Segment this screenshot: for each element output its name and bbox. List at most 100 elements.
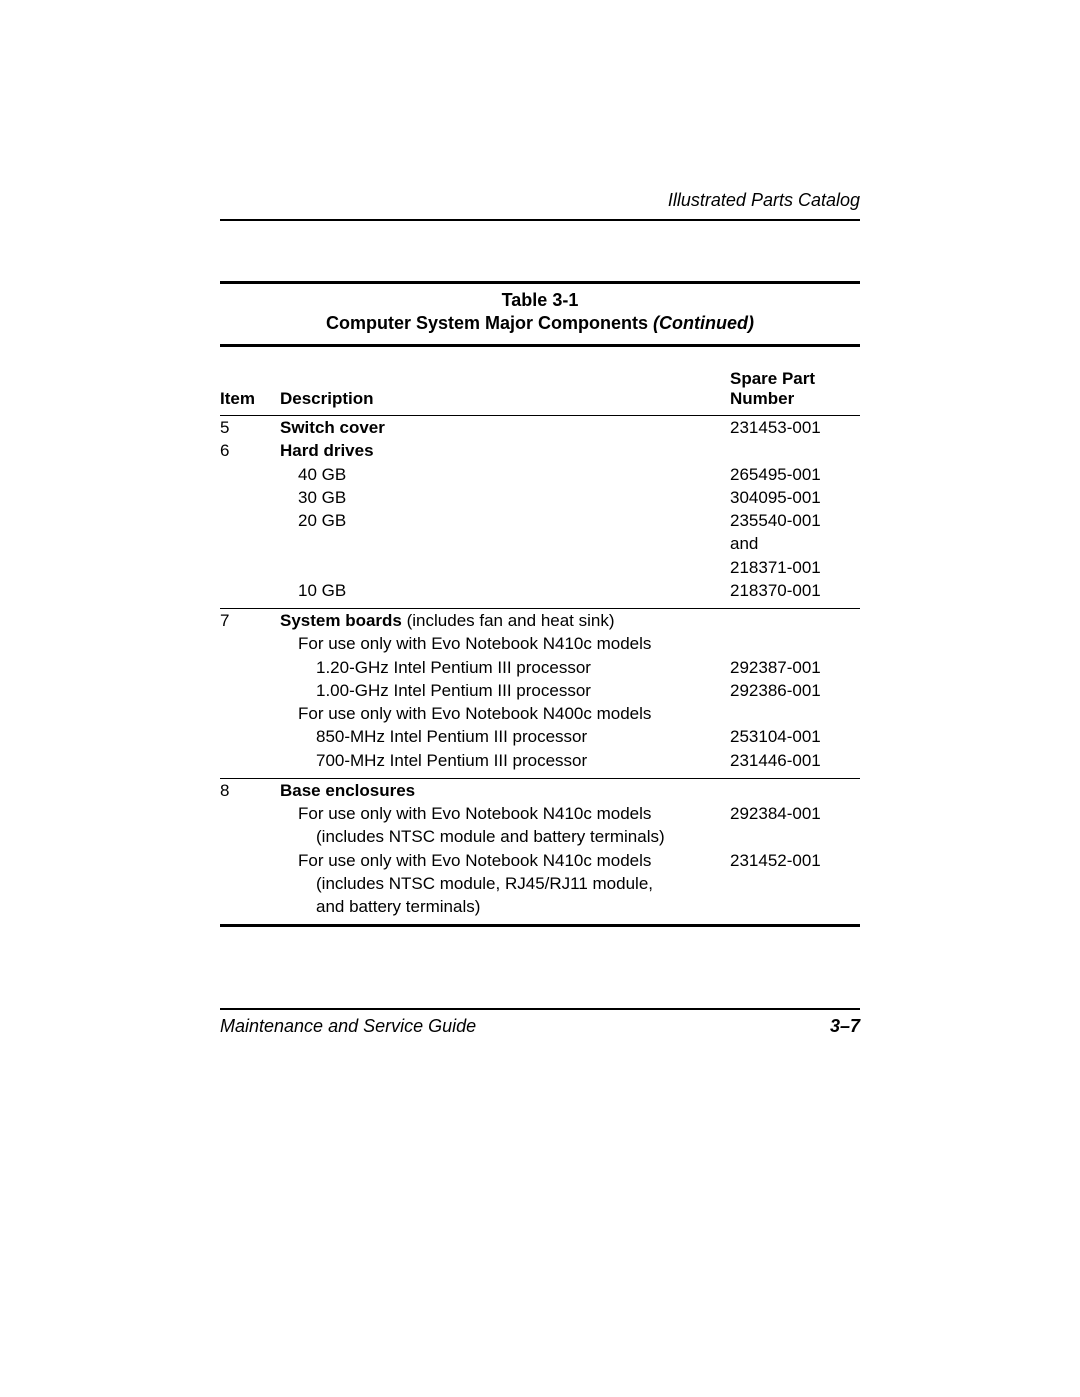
cell-item [220, 849, 280, 872]
cell-description: For use only with Evo Notebook N400c mod… [280, 702, 730, 725]
table-row: 1.00-GHz Intel Pentium III processor2923… [220, 679, 860, 702]
cell-item [220, 579, 280, 602]
cell-part-number: and [730, 532, 860, 555]
cell-part-number: 231446-001 [730, 749, 860, 772]
cell-part-number: 231452-001 [730, 849, 860, 872]
cell-item: 5 [220, 416, 280, 440]
cell-part-number: 218370-001 [730, 579, 860, 602]
cell-item [220, 825, 280, 848]
cell-item [220, 895, 280, 918]
cell-part-number: 235540-001 [730, 509, 860, 532]
cell-part-number: 292387-001 [730, 656, 860, 679]
cell-description: Base enclosures [280, 778, 730, 802]
cell-description: 40 GB [280, 463, 730, 486]
cell-part-number: 292384-001 [730, 802, 860, 825]
table-caption-line2a: Computer System Major Components [326, 313, 653, 333]
cell-description: 1.20-GHz Intel Pentium III processor [280, 656, 730, 679]
table-row: 10 GB218370-001 [220, 579, 860, 602]
cell-item [220, 656, 280, 679]
cell-description: 10 GB [280, 579, 730, 602]
cell-description: For use only with Evo Notebook N410c mod… [280, 849, 730, 872]
cell-item: 6 [220, 439, 280, 462]
table-end-rule [220, 918, 860, 926]
table-row: and [220, 532, 860, 555]
table-caption: Table 3-1 Computer System Major Componen… [220, 284, 860, 347]
table-row: 850-MHz Intel Pentium III processor25310… [220, 725, 860, 748]
table-row: For use only with Evo Notebook N410c mod… [220, 849, 860, 872]
cell-description: 20 GB [280, 509, 730, 532]
footer-line: Maintenance and Service Guide 3–7 [220, 1008, 860, 1037]
cell-description: 30 GB [280, 486, 730, 509]
table-row: 6Hard drives [220, 439, 860, 462]
table-caption-continued: (Continued) [653, 313, 754, 333]
cell-part-number [730, 825, 860, 848]
page: Illustrated Parts Catalog Table 3-1 Comp… [0, 0, 1080, 1397]
cell-description: 700-MHz Intel Pentium III processor [280, 749, 730, 772]
cell-part-number: 304095-001 [730, 486, 860, 509]
table-block: Table 3-1 Computer System Major Componen… [220, 281, 860, 927]
cell-description [280, 556, 730, 579]
cell-description: (includes NTSC module, RJ45/RJ11 module, [280, 872, 730, 895]
table-row: 40 GB265495-001 [220, 463, 860, 486]
cell-part-number: 253104-001 [730, 725, 860, 748]
table-row: (includes NTSC module, RJ45/RJ11 module, [220, 872, 860, 895]
cell-description: Hard drives [280, 439, 730, 462]
cell-description: For use only with Evo Notebook N410c mod… [280, 802, 730, 825]
cell-item: 8 [220, 778, 280, 802]
table-row: 7System boards (includes fan and heat si… [220, 609, 860, 633]
cell-description: Switch cover [280, 416, 730, 440]
cell-item [220, 509, 280, 532]
col-header-part: Spare Part Number [730, 365, 860, 416]
cell-part-number: 292386-001 [730, 679, 860, 702]
cell-part-number [730, 632, 860, 655]
col-header-description: Description [280, 365, 730, 416]
cell-item [220, 749, 280, 772]
table-row: 700-MHz Intel Pentium III processor23144… [220, 749, 860, 772]
table-row: 1.20-GHz Intel Pentium III processor2923… [220, 656, 860, 679]
header-section: Illustrated Parts Catalog [220, 190, 860, 221]
table-caption-line1: Table 3-1 [220, 290, 860, 311]
cell-item [220, 463, 280, 486]
cell-part-number: 231453-001 [730, 416, 860, 440]
cell-part-number [730, 702, 860, 725]
cell-item [220, 556, 280, 579]
col-header-item: Item [220, 365, 280, 416]
table-header-row: Item Description Spare Part Number [220, 365, 860, 416]
cell-part-number [730, 895, 860, 918]
col-header-part-l1: Spare Part [730, 369, 815, 388]
cell-item: 7 [220, 609, 280, 633]
cell-item [220, 632, 280, 655]
cell-description: 850-MHz Intel Pentium III processor [280, 725, 730, 748]
table-row: For use only with Evo Notebook N410c mod… [220, 802, 860, 825]
col-header-part-l2: Number [730, 389, 794, 408]
table-row: For use only with Evo Notebook N400c mod… [220, 702, 860, 725]
cell-part-number: 265495-001 [730, 463, 860, 486]
cell-item [220, 532, 280, 555]
cell-item [220, 702, 280, 725]
cell-part-number [730, 609, 860, 633]
table-row: and battery terminals) [220, 895, 860, 918]
header-section-text: Illustrated Parts Catalog [668, 190, 860, 210]
cell-part-number [730, 439, 860, 462]
table-row: (includes NTSC module and battery termin… [220, 825, 860, 848]
cell-part-number: 218371-001 [730, 556, 860, 579]
cell-description: 1.00-GHz Intel Pentium III processor [280, 679, 730, 702]
cell-description: System boards (includes fan and heat sin… [280, 609, 730, 633]
cell-item [220, 725, 280, 748]
cell-description [280, 532, 730, 555]
parts-table: Item Description Spare Part Number 5Swit… [220, 365, 860, 927]
table-row: 218371-001 [220, 556, 860, 579]
cell-description: (includes NTSC module and battery termin… [280, 825, 730, 848]
table-row: 8Base enclosures [220, 778, 860, 802]
table-row: For use only with Evo Notebook N410c mod… [220, 632, 860, 655]
table-caption-line2: Computer System Major Components (Contin… [220, 313, 860, 334]
cell-item [220, 802, 280, 825]
cell-item [220, 486, 280, 509]
cell-part-number [730, 872, 860, 895]
table-row: 5Switch cover231453-001 [220, 416, 860, 440]
footer-page-number: 3–7 [830, 1016, 860, 1037]
table-row: 30 GB304095-001 [220, 486, 860, 509]
page-footer: Maintenance and Service Guide 3–7 [220, 1008, 860, 1037]
cell-item [220, 872, 280, 895]
cell-description: For use only with Evo Notebook N410c mod… [280, 632, 730, 655]
